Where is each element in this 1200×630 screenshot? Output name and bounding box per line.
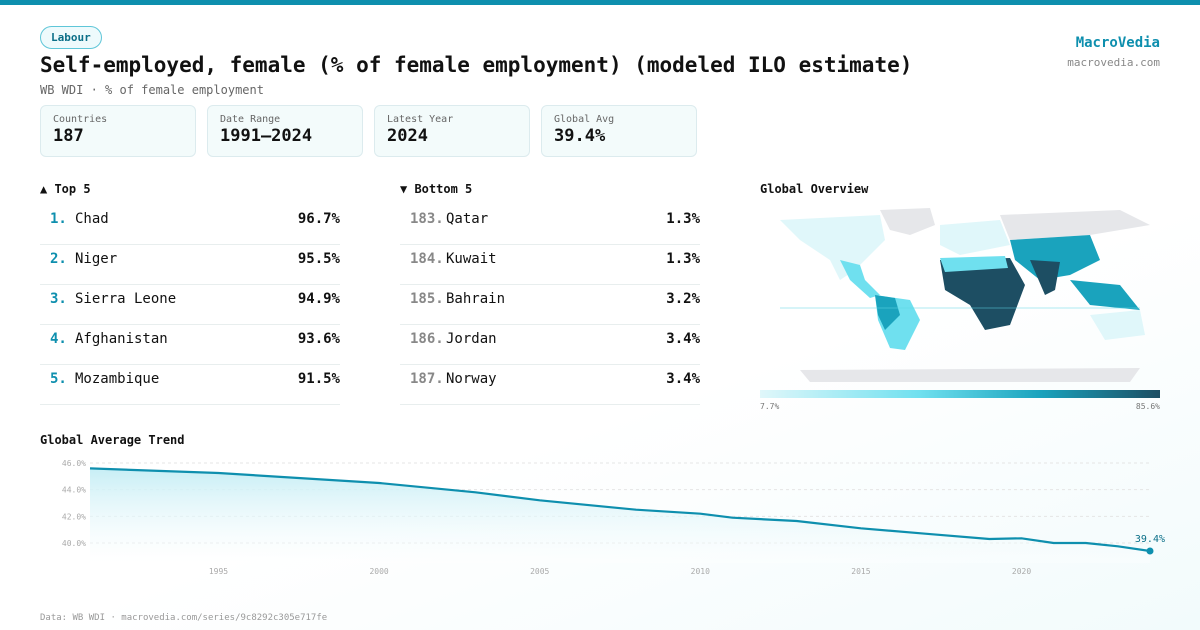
map-europe bbox=[940, 220, 1010, 255]
country-name: Kuwait bbox=[446, 251, 497, 267]
rank: 4. bbox=[50, 331, 67, 347]
y-tick-label: 46.0% bbox=[62, 459, 86, 468]
country-name: Niger bbox=[75, 251, 118, 267]
stat-card-date-range: Date Range 1991–2024 bbox=[207, 105, 363, 157]
map-legend-min: 7.7% bbox=[760, 402, 780, 411]
rank: 187. bbox=[410, 371, 444, 387]
rank: 185. bbox=[410, 291, 444, 307]
top5-row[interactable]: 5. Mozambique 91.5% bbox=[40, 365, 340, 405]
top5-row[interactable]: 3. Sierra Leone 94.9% bbox=[40, 285, 340, 325]
rank: 5. bbox=[50, 371, 67, 387]
category-badge[interactable]: Labour bbox=[40, 26, 102, 49]
map-southeast-asia bbox=[1070, 280, 1140, 310]
bottom5-row[interactable]: 185. Bahrain 3.2% bbox=[400, 285, 700, 325]
value: 3.4% bbox=[666, 331, 700, 347]
y-tick-label: 42.0% bbox=[62, 512, 86, 521]
x-tick-label: 1995 bbox=[209, 567, 228, 576]
rank: 2. bbox=[50, 251, 67, 267]
brand-url[interactable]: macrovedia.com bbox=[1067, 56, 1160, 69]
value: 3.2% bbox=[666, 291, 700, 307]
value: 91.5% bbox=[297, 371, 340, 387]
trend-chart: 40.0% 42.0% 44.0% 46.0% 1995 2000 2005 2010 2015… bbox=[62, 459, 1165, 576]
bottom5-row[interactable]: 183. Qatar 1.3% bbox=[400, 205, 700, 245]
map-africa bbox=[940, 258, 1025, 330]
rank: 183. bbox=[410, 211, 444, 227]
map-greenland bbox=[880, 208, 935, 235]
map-heading: Global Overview bbox=[760, 182, 869, 196]
x-tick-label: 2000 bbox=[369, 567, 388, 576]
value: 93.6% bbox=[297, 331, 340, 347]
stat-value: 2024 bbox=[387, 126, 428, 146]
footer-source: Data: WB WDI · macrovedia.com/series/9c8… bbox=[40, 613, 328, 623]
stat-label: Countries bbox=[53, 114, 108, 125]
country-name: Qatar bbox=[446, 211, 489, 227]
rank: 1. bbox=[50, 211, 67, 227]
x-tick-label: 2010 bbox=[691, 567, 710, 576]
page-title: Self-employed, female (% of female emplo… bbox=[40, 53, 913, 77]
value: 1.3% bbox=[666, 211, 700, 227]
top-accent-bar bbox=[0, 0, 1200, 5]
stat-label: Date Range bbox=[220, 114, 281, 125]
map-central-america bbox=[840, 260, 880, 298]
map-antarctica bbox=[800, 368, 1140, 382]
value: 1.3% bbox=[666, 251, 700, 267]
brand-name[interactable]: MacroVedia bbox=[1075, 35, 1160, 51]
rank: 3. bbox=[50, 291, 67, 307]
x-tick-label: 2015 bbox=[851, 567, 870, 576]
stat-label: Latest Year bbox=[387, 114, 454, 125]
stat-value: 39.4% bbox=[554, 126, 606, 146]
map-south-asia bbox=[1030, 260, 1060, 295]
stat-value: 187 bbox=[53, 126, 84, 146]
page-subtitle: WB WDI · % of female employment bbox=[40, 83, 264, 97]
country-name: Sierra Leone bbox=[75, 291, 177, 307]
bottom5-row[interactable]: 186. Jordan 3.4% bbox=[400, 325, 700, 365]
world-map bbox=[780, 208, 1150, 382]
top5-heading: ▲ Top 5 bbox=[40, 182, 91, 196]
x-tick-label: 2005 bbox=[530, 567, 549, 576]
map-legend-max: 85.6% bbox=[1135, 402, 1160, 411]
stat-value: 1991–2024 bbox=[220, 126, 313, 146]
top5-row[interactable]: 2. Niger 95.5% bbox=[40, 245, 340, 285]
stat-card-latest-year: Latest Year 2024 bbox=[374, 105, 530, 157]
trend-line bbox=[89, 467, 1151, 553]
stat-label: Global Avg bbox=[554, 114, 615, 125]
bottom5-heading: ▼ Bottom 5 bbox=[400, 182, 473, 196]
chart-title: Global Average Trend bbox=[40, 433, 185, 447]
rank: 186. bbox=[410, 331, 444, 347]
bottom5-row[interactable]: 187. Norway 3.4% bbox=[400, 365, 700, 405]
rank: 184. bbox=[410, 251, 444, 267]
stat-card-countries: Countries 187 bbox=[40, 105, 196, 157]
map-legend-gradient bbox=[760, 390, 1160, 398]
value: 3.4% bbox=[666, 371, 700, 387]
value: 96.7% bbox=[297, 211, 340, 227]
trend-area bbox=[90, 468, 1150, 563]
country-name: Afghanistan bbox=[75, 331, 168, 347]
country-name: Jordan bbox=[446, 331, 497, 347]
value: 95.5% bbox=[297, 251, 340, 267]
map-south-america-west bbox=[875, 295, 900, 330]
country-name: Mozambique bbox=[75, 371, 160, 387]
map-australia bbox=[1090, 310, 1145, 340]
map-north-america bbox=[780, 215, 885, 280]
bottom5-row[interactable]: 184. Kuwait 1.3% bbox=[400, 245, 700, 285]
top5-row[interactable]: 4. Afghanistan 93.6% bbox=[40, 325, 340, 365]
value: 94.9% bbox=[297, 291, 340, 307]
country-name: Chad bbox=[75, 211, 109, 227]
map-asia bbox=[1010, 235, 1100, 280]
country-name: Bahrain bbox=[446, 291, 506, 307]
last-value-label: 39.4% bbox=[1135, 534, 1165, 545]
y-tick-label: 44.0% bbox=[62, 486, 86, 495]
map-north-africa bbox=[940, 256, 1008, 272]
last-point-marker bbox=[1146, 547, 1154, 555]
x-tick-label: 2020 bbox=[1012, 567, 1031, 576]
map-russia bbox=[1000, 210, 1150, 240]
y-tick-label: 40.0% bbox=[62, 539, 86, 548]
stat-card-global-avg: Global Avg 39.4% bbox=[541, 105, 697, 157]
top5-row[interactable]: 1. Chad 96.7% bbox=[40, 205, 340, 245]
country-name: Norway bbox=[446, 371, 497, 387]
